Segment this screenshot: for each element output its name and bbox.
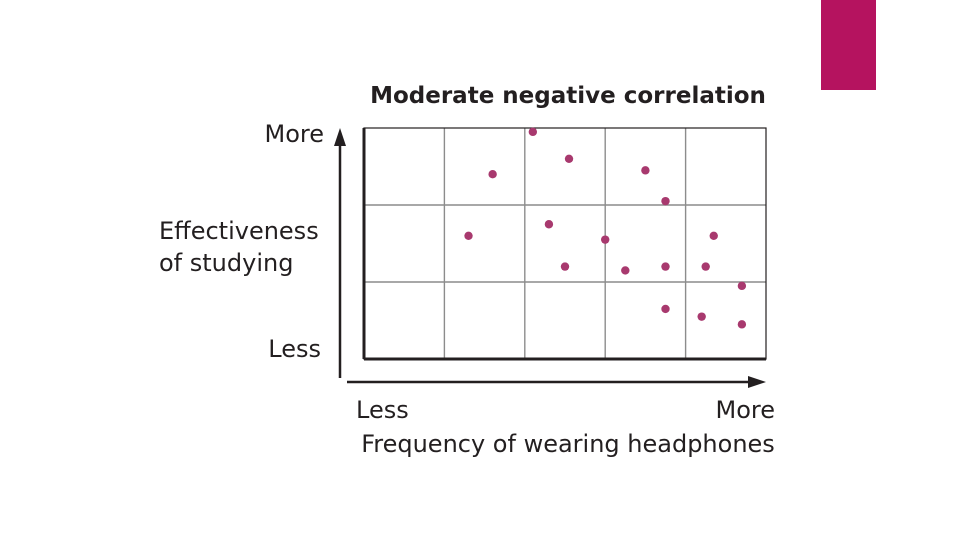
data-point (737, 281, 747, 291)
data-point (697, 312, 706, 321)
plot-grid (364, 128, 766, 359)
data-point (564, 154, 574, 163)
data-point (641, 166, 650, 175)
data-point (661, 262, 670, 271)
y-axis-arrowhead (334, 128, 346, 146)
data-point (464, 231, 473, 240)
data-point (621, 266, 630, 275)
data-point (488, 170, 497, 179)
data-point (709, 231, 718, 240)
x-high-label: More (716, 396, 776, 424)
data-point (544, 220, 554, 229)
data-point (737, 320, 747, 329)
accent-bar (821, 0, 876, 90)
data-point (701, 262, 710, 271)
x-axis-label: Frequency of wearing headphones (361, 430, 775, 458)
data-point (601, 235, 610, 244)
x-axis-arrowhead (748, 376, 766, 388)
data-point (560, 262, 570, 271)
y-low-label: Less (268, 335, 321, 363)
y-axis-label-line1: Effectiveness (159, 217, 319, 245)
chart-title: Moderate negative correlation (370, 83, 766, 109)
x-low-label: Less (356, 396, 409, 424)
data-point (661, 196, 670, 206)
data-point (661, 304, 670, 314)
data-points (464, 127, 747, 329)
plot-frame (363, 127, 767, 360)
y-axis-label-line2: of studying (159, 249, 293, 277)
data-point (528, 127, 538, 137)
y-high-label: More (265, 120, 325, 148)
